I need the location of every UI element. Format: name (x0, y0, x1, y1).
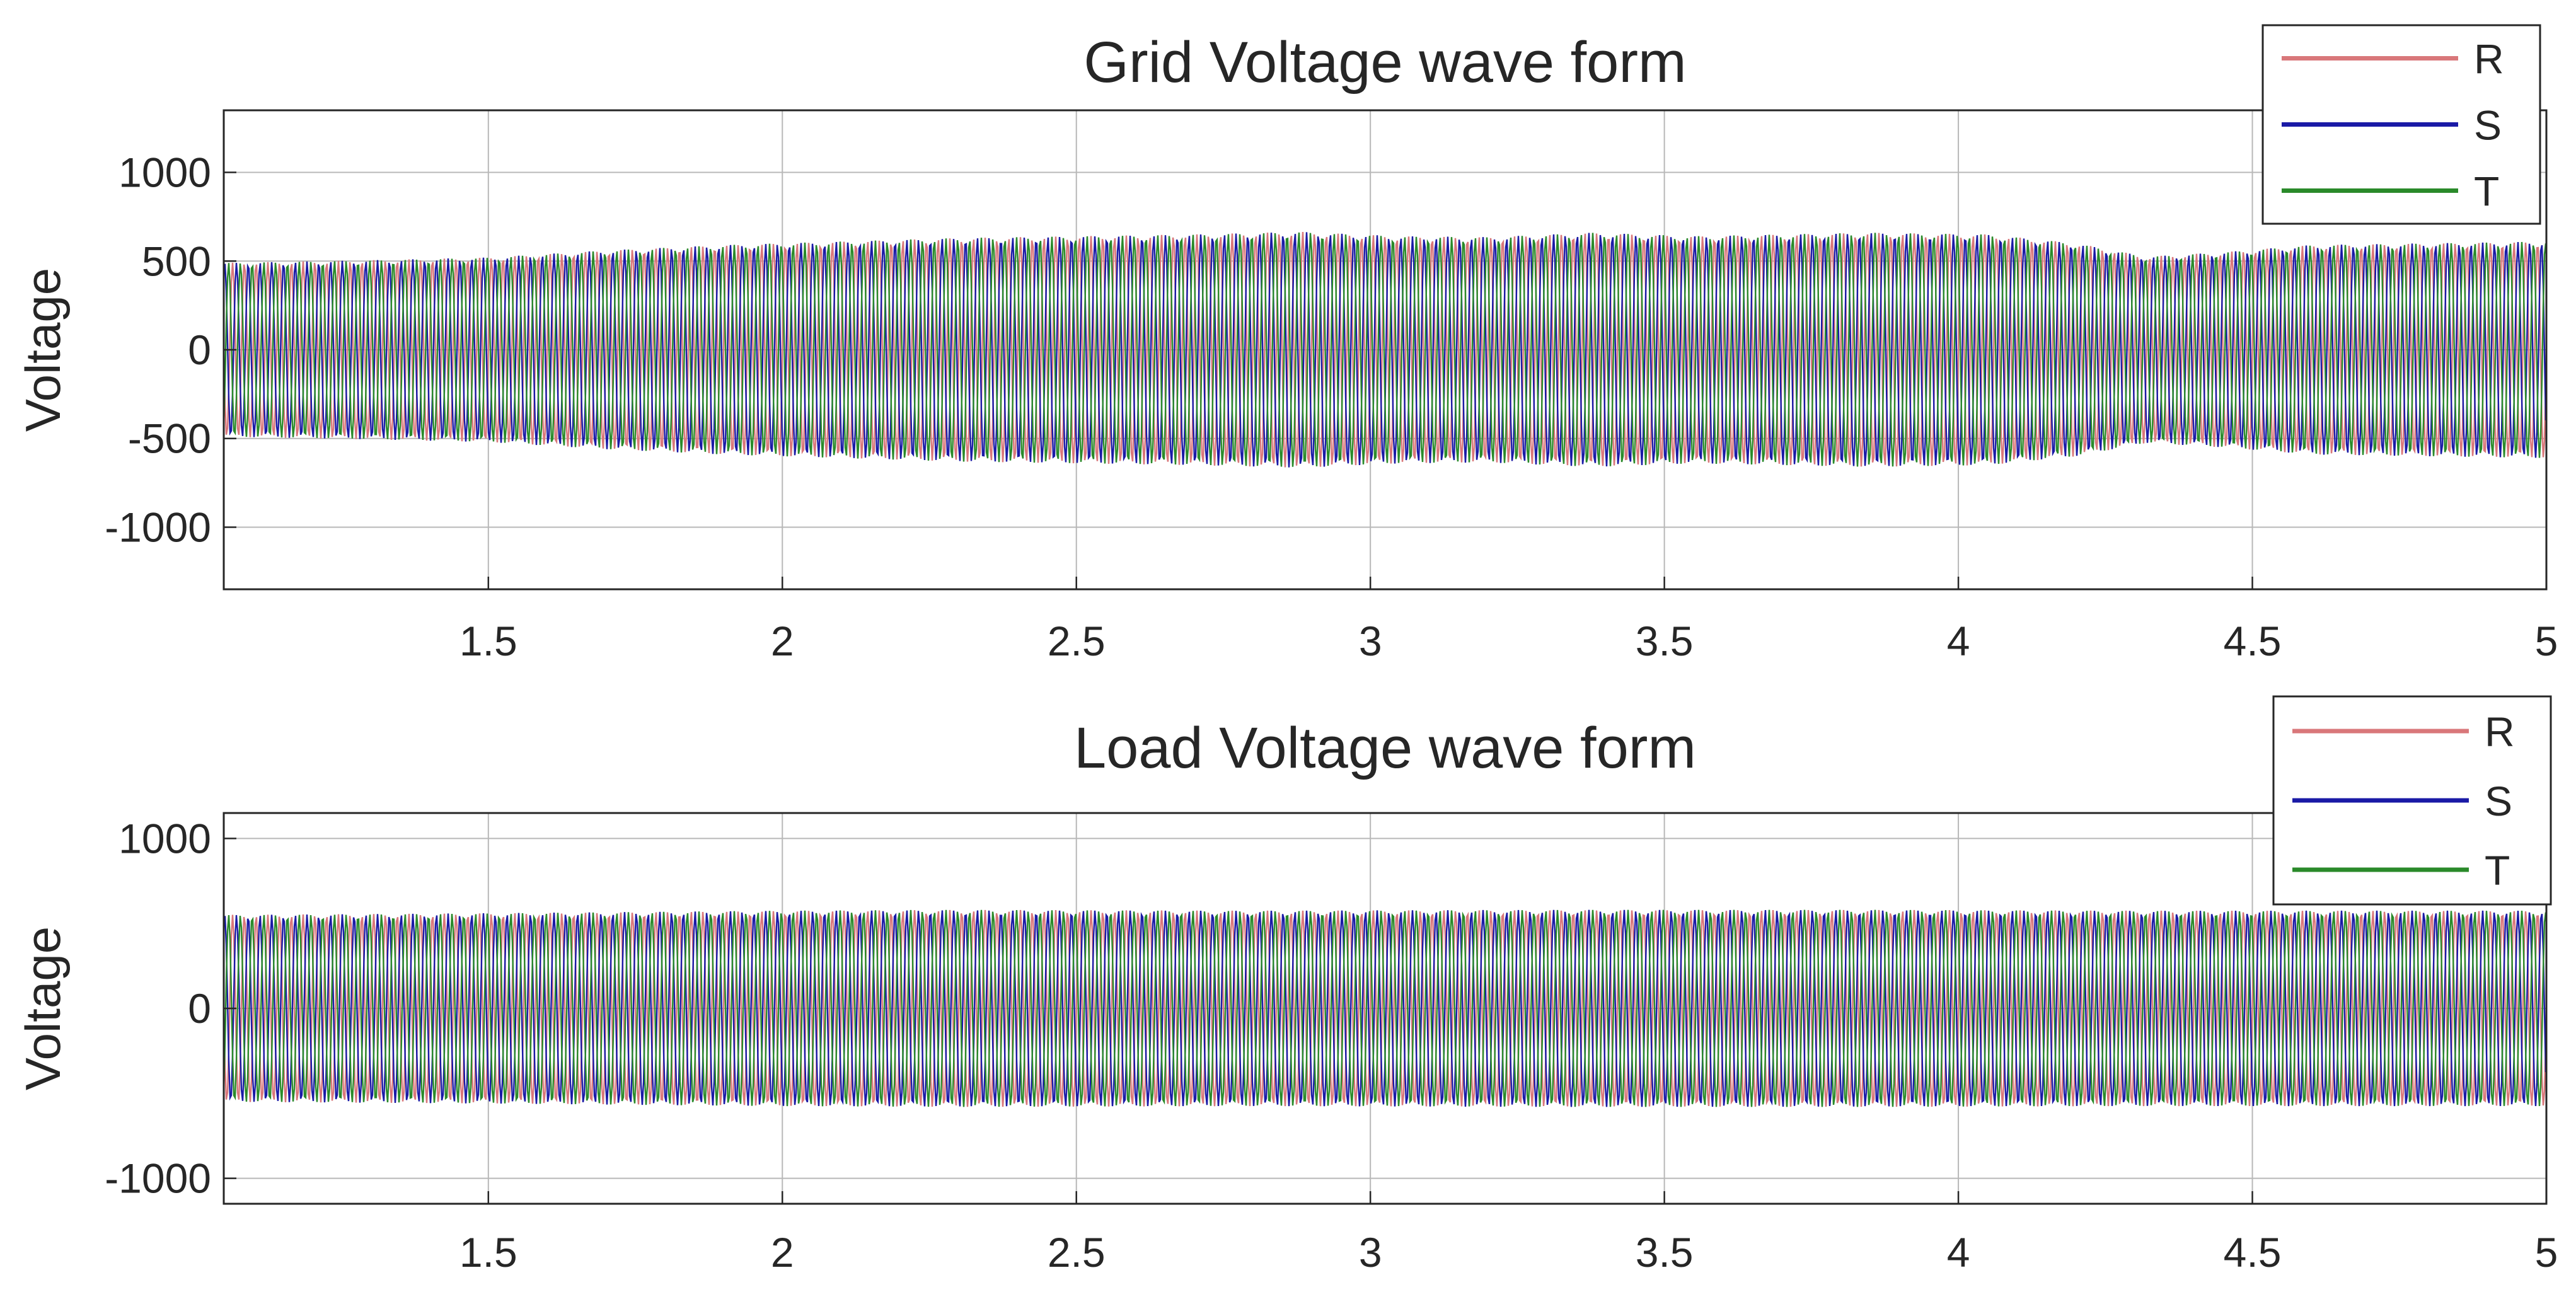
legend-label-r: R (2485, 708, 2515, 755)
y-tick-label: 1000 (118, 149, 211, 196)
x-tick-label: 1.5 (459, 618, 517, 664)
x-tick-label: 5 (2535, 1229, 2558, 1276)
waveform-group (224, 909, 2546, 1107)
x-tick-label: 3 (1359, 618, 1382, 664)
x-tick-label: 1.5 (459, 1229, 517, 1276)
legend-label-s: S (2485, 778, 2512, 824)
y-tick-label: -1000 (105, 504, 211, 550)
x-tick-label: 3.5 (1636, 1229, 1694, 1276)
y-tick-label: 0 (188, 985, 211, 1032)
legend-label-s: S (2474, 102, 2502, 149)
x-tick-label: 2 (771, 1229, 794, 1276)
y-axis-label: Voltage (15, 268, 71, 432)
chart-title: Load Voltage wave form (1074, 716, 1696, 780)
x-tick-label: 2 (771, 618, 794, 664)
legend-label-t: T (2485, 847, 2510, 894)
waveform-group (224, 232, 2546, 468)
y-tick-label: 1000 (118, 815, 211, 862)
x-tick-label: 4 (1947, 618, 1970, 664)
chart-title: Grid Voltage wave form (1083, 30, 1686, 95)
x-tick-label: 3.5 (1636, 618, 1694, 664)
series-line-t (224, 232, 2546, 467)
load-voltage-plot: 1.5 2 2.5 3 3.5 4 4.5 5 -1000 0 1000 Load Voltage w… (15, 695, 2558, 1276)
x-tick-label: 4 (1947, 1229, 1970, 1276)
y-axis-label: Voltage (15, 926, 71, 1090)
grid-voltage-plot: 1.5 2 2.5 3 3.5 4 4.5 5 -1000 -500 0 500 1000 Grid Vo… (15, 24, 2558, 664)
y-tick-label: 500 (142, 238, 211, 284)
x-tick-label: 2.5 (1048, 1229, 1106, 1276)
y-tick-label: -1000 (105, 1155, 211, 1202)
x-tick-label: 5 (2535, 618, 2558, 664)
legend-label-t: T (2474, 168, 2499, 215)
x-tick-label: 4.5 (2224, 1229, 2282, 1276)
legend-label-r: R (2474, 36, 2504, 83)
y-tick-label: -500 (128, 415, 211, 462)
x-tick-label: 2.5 (1048, 618, 1106, 664)
x-tick-label: 4.5 (2224, 618, 2282, 664)
series-line-t (224, 909, 2546, 1107)
x-tick-label: 3 (1359, 1229, 1382, 1276)
y-tick-label: 0 (188, 326, 211, 373)
